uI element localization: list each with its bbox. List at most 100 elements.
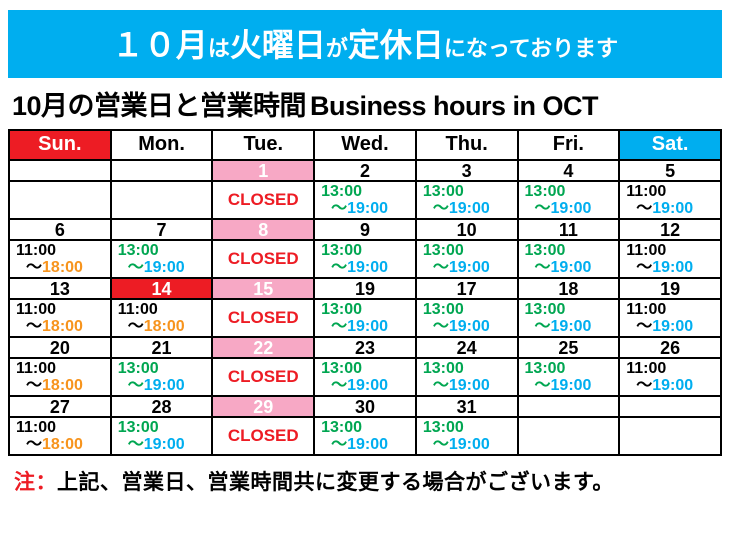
open-time: 13:00	[423, 183, 517, 200]
day-number: 29	[213, 397, 313, 418]
hours: 13:00～19:00	[112, 241, 212, 276]
day-cell: 313:00～19:00	[416, 160, 518, 219]
hours: 11:00～18:00	[10, 300, 110, 335]
banner-p1: １０月	[112, 27, 208, 63]
week-row: 1CLOSED213:00～19:00313:00～19:00413:00～19…	[9, 160, 721, 219]
close-time: 19:00	[347, 259, 388, 276]
close-time: 18:00	[42, 436, 83, 453]
subtitle: 10月の営業日と営業時間 Business hours in OCT	[8, 78, 722, 129]
open-time: 13:00	[321, 301, 415, 318]
day-cell: 1113:00～19:00	[518, 219, 620, 278]
tilde: ～	[26, 436, 42, 453]
open-time: 13:00	[423, 419, 517, 436]
day-cell: 2611:00～19:00	[619, 337, 721, 396]
close-time: 19:00	[449, 377, 490, 394]
close-time: 18:00	[42, 259, 83, 276]
hours: 13:00～19:00	[519, 241, 619, 276]
hours: 13:00～19:00	[112, 359, 212, 394]
open-time: 13:00	[321, 183, 415, 200]
col-header-thu: Thu.	[416, 130, 518, 160]
closed-label: CLOSED	[213, 241, 313, 277]
close-time: 19:00	[551, 318, 592, 335]
day-cell: 2413:00～19:00	[416, 337, 518, 396]
header-banner: １０月は火曜日が定休日になっております	[8, 10, 722, 78]
tilde: ～	[331, 318, 347, 335]
tilde: ～	[636, 377, 652, 394]
tilde: ～	[636, 318, 652, 335]
tilde: ～	[128, 436, 144, 453]
day-cell: 2711:00～18:00	[9, 396, 111, 455]
day-number: 15	[213, 279, 313, 300]
subtitle-en: Business hours in OCT	[310, 91, 598, 121]
hours: 11:00～18:00	[10, 418, 110, 453]
day-number: 3	[417, 161, 517, 182]
col-header-wed: Wed.	[314, 130, 416, 160]
hours: 11:00～18:00	[10, 241, 110, 276]
banner-p3: 火曜日	[230, 27, 326, 63]
hours: 13:00～19:00	[315, 359, 415, 394]
close-time: 19:00	[652, 259, 693, 276]
tilde: ～	[433, 436, 449, 453]
day-number: 27	[10, 397, 110, 418]
day-cell: 1813:00～19:00	[518, 278, 620, 337]
footer-note: 注：上記、営業日、営業時間共に変更する場合がございます。	[8, 456, 722, 496]
day-cell: 1911:00～19:00	[619, 278, 721, 337]
week-row: 2711:00～18:002813:00～19:0029CLOSED3013:0…	[9, 396, 721, 455]
tilde: ～	[535, 200, 551, 217]
day-number: 17	[417, 279, 517, 300]
day-cell: 611:00～18:00	[9, 219, 111, 278]
day-number: 18	[519, 279, 619, 300]
open-time: 13:00	[525, 360, 619, 377]
hours: 13:00～19:00	[417, 241, 517, 276]
close-time: 18:00	[42, 318, 83, 335]
note-text: 上記、営業日、営業時間共に変更する場合がございます。	[57, 471, 614, 494]
close-time: 19:00	[551, 200, 592, 217]
open-time: 11:00	[626, 183, 720, 200]
week-row: 2011:00～18:002113:00～19:0022CLOSED2313:0…	[9, 337, 721, 396]
open-time: 13:00	[525, 183, 619, 200]
close-time: 19:00	[449, 436, 490, 453]
close-time: 19:00	[347, 436, 388, 453]
day-number: 4	[519, 161, 619, 182]
hours: 13:00～19:00	[417, 359, 517, 394]
closed-label: CLOSED	[213, 300, 313, 336]
tilde: ～	[535, 259, 551, 276]
day-cell: 713:00～19:00	[111, 219, 213, 278]
day-number: 14	[112, 279, 212, 300]
day-cell: 413:00～19:00	[518, 160, 620, 219]
col-header-sat: Sat.	[619, 130, 721, 160]
hours: 13:00～19:00	[315, 241, 415, 276]
close-time: 19:00	[551, 259, 592, 276]
day-number: 19	[620, 279, 720, 300]
open-time: 11:00	[626, 360, 720, 377]
open-time: 11:00	[16, 360, 110, 377]
tilde: ～	[331, 377, 347, 394]
day-number: 5	[620, 161, 720, 182]
open-time: 11:00	[118, 301, 212, 318]
tilde: ～	[331, 436, 347, 453]
tilde: ～	[433, 318, 449, 335]
week-row: 1311:00～18:001411:00～18:0015CLOSED1913:0…	[9, 278, 721, 337]
hours: 11:00～19:00	[620, 359, 720, 394]
col-header-fri: Fri.	[518, 130, 620, 160]
open-time: 13:00	[423, 301, 517, 318]
tilde: ～	[636, 200, 652, 217]
tilde: ～	[26, 259, 42, 276]
closed-label: CLOSED	[213, 182, 313, 218]
hours: 11:00～18:00	[112, 300, 212, 335]
hours: 11:00～19:00	[620, 300, 720, 335]
subtitle-jp: 10月の営業日と営業時間	[12, 91, 306, 121]
day-cell: 3113:00～19:00	[416, 396, 518, 455]
closed-label: CLOSED	[213, 418, 313, 454]
col-header-tue: Tue.	[212, 130, 314, 160]
tilde: ～	[433, 377, 449, 394]
close-time: 19:00	[449, 318, 490, 335]
note-prefix: 注：	[14, 471, 57, 494]
day-number: 9	[315, 220, 415, 241]
open-time: 13:00	[118, 242, 212, 259]
tilde: ～	[433, 259, 449, 276]
day-cell	[619, 396, 721, 455]
day-number: 12	[620, 220, 720, 241]
day-cell: 1311:00～18:00	[9, 278, 111, 337]
closed-label: CLOSED	[213, 359, 313, 395]
